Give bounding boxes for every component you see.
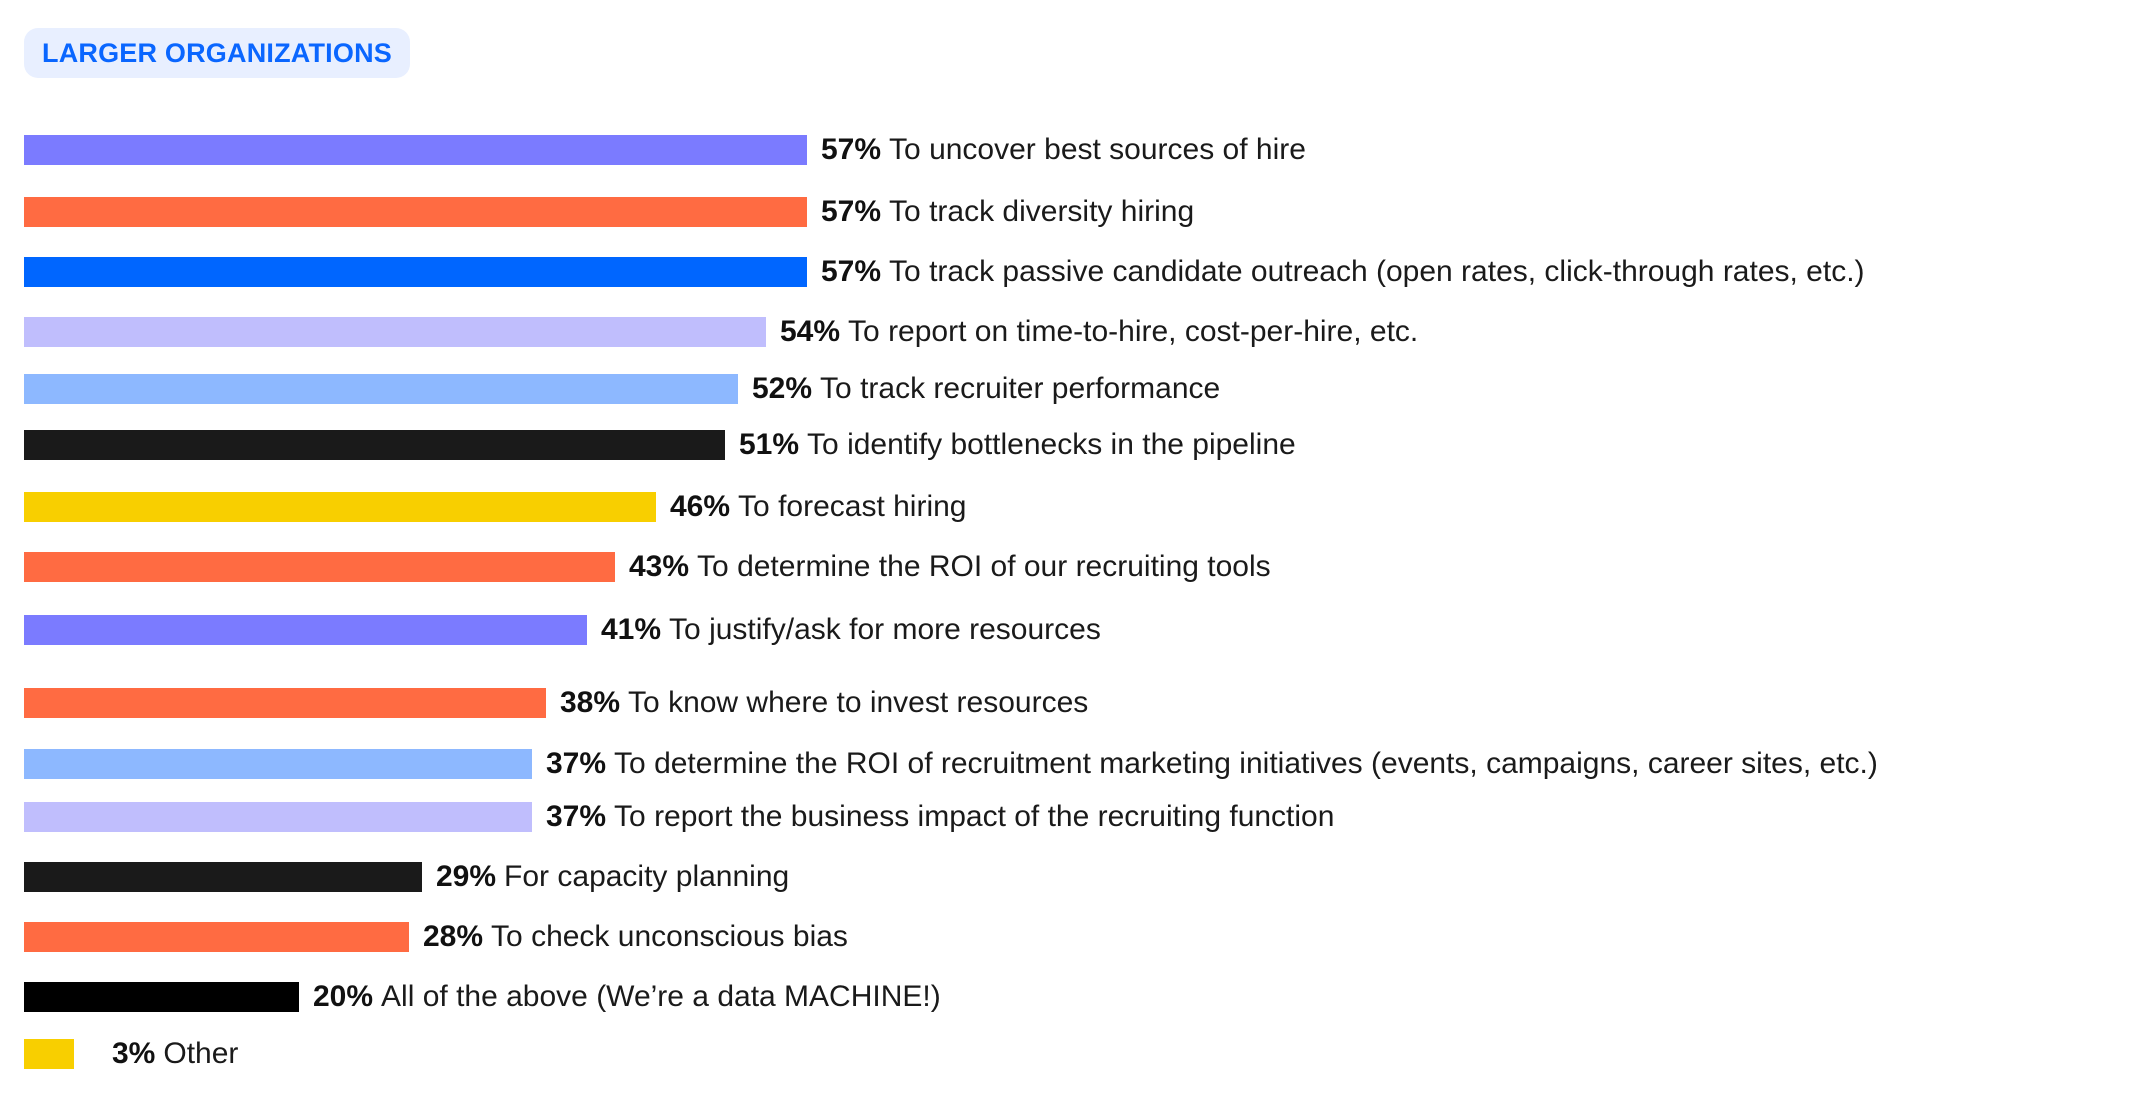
bar-label: 57% To uncover best sources of hire [821,133,1306,167]
bar-row: 37% To report the business impact of the … [24,797,1334,837]
bar-label: 57% To track diversity hiring [821,195,1194,229]
value-label: 57% [821,195,882,228]
value-label: 3% [112,1037,156,1070]
category-label: To identify bottlenecks in the pipeline [807,428,1296,461]
bar-label: 20% All of the above (We’re a data MACHIN… [313,980,941,1014]
category-label: For capacity planning [504,860,790,893]
bar-label: 29% For capacity planning [436,860,789,894]
bar [24,802,532,832]
value-label: 20% [313,980,374,1013]
bar-row: 57% To track diversity hiring [24,192,1194,232]
segment-badge: LARGER ORGANIZATIONS [24,28,410,78]
bar-row: 37% To determine the ROI of recruitment m… [24,744,1878,784]
bar-label: 37% To report the business impact of the … [546,800,1334,834]
bar-label: 52% To track recruiter performance [752,372,1220,406]
bar-row: 43% To determine the ROI of our recruitin… [24,547,1271,587]
category-label: To track recruiter performance [820,372,1221,405]
bar-row: 41% To justify/ask for more resources [24,610,1101,650]
value-label: 51% [739,428,800,461]
category-label: To check unconscious bias [491,920,848,953]
bar [24,257,807,287]
bar-row: 52% To track recruiter performance [24,369,1220,409]
bar-label: 51% To identify bottlenecks in the pipeli… [739,428,1296,462]
bar [24,749,532,779]
bar-row: 57% To uncover best sources of hire [24,130,1306,170]
value-label: 28% [423,920,484,953]
category-label: All of the above (We’re a data MACHINE!) [381,980,941,1013]
category-label: To justify/ask for more resources [669,613,1101,646]
bar [24,922,409,952]
bar [24,862,422,892]
category-label: To determine the ROI of recruitment mark… [614,747,1878,780]
value-label: 37% [546,800,607,833]
bar-label: 46% To forecast hiring [670,490,967,524]
value-label: 41% [601,613,662,646]
value-label: 54% [780,315,841,348]
category-label: Other [163,1037,239,1070]
value-label: 43% [629,550,690,583]
bar [24,317,766,347]
bar-label: 28% To check unconscious bias [423,920,848,954]
bar-row: 57% To track passive candidate outreach (… [24,252,1865,292]
bar-label: 38% To know where to invest resources [560,686,1088,720]
value-label: 29% [436,860,497,893]
bar-row: 20% All of the above (We’re a data MACHIN… [24,977,941,1017]
value-label: 57% [821,255,882,288]
category-label: To report on time-to-hire, cost-per-hire… [848,315,1419,348]
bar-label: 57% To track passive candidate outreach (… [821,255,1865,289]
bar [24,430,725,460]
bar-row: 38% To know where to invest resources [24,683,1088,723]
bar [24,615,587,645]
value-label: 57% [821,133,882,166]
bar [24,492,656,522]
value-label: 52% [752,372,813,405]
category-label: To uncover best sources of hire [889,133,1306,166]
value-label: 37% [546,747,607,780]
category-label: To forecast hiring [738,490,967,523]
bar [24,374,738,404]
bar [24,982,299,1012]
bar [24,552,615,582]
category-label: To determine the ROI of our recruiting t… [697,550,1271,583]
bar-row: 29% For capacity planning [24,857,789,897]
category-label: To know where to invest resources [628,686,1089,719]
bar-row: 28% To check unconscious bias [24,917,848,957]
value-label: 46% [670,490,731,523]
bar-row: 3% Other [24,1034,238,1074]
category-label: To track passive candidate outreach (ope… [889,255,1865,288]
bar-row: 54% To report on time-to-hire, cost-per-h… [24,312,1418,352]
category-label: To track diversity hiring [889,195,1195,228]
bar-label: 43% To determine the ROI of our recruitin… [629,550,1271,584]
bar [24,1039,74,1069]
bar-label: 54% To report on time-to-hire, cost-per-h… [780,315,1418,349]
bar [24,688,546,718]
bar-row: 46% To forecast hiring [24,487,967,527]
bar-row: 51% To identify bottlenecks in the pipeli… [24,425,1296,465]
bar-label: 3% Other [112,1037,238,1071]
value-label: 38% [560,686,621,719]
bar-label: 37% To determine the ROI of recruitment m… [546,747,1878,781]
category-label: To report the business impact of the rec… [614,800,1335,833]
bar-label: 41% To justify/ask for more resources [601,613,1101,647]
bar [24,197,807,227]
bar [24,135,807,165]
